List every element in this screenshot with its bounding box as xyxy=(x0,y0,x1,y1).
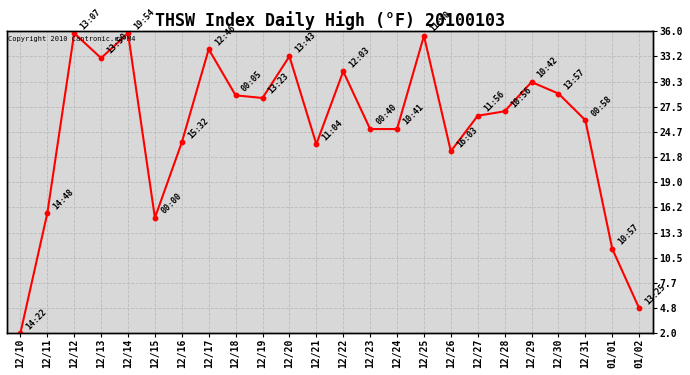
Point xyxy=(472,113,483,119)
Point xyxy=(176,140,187,146)
Point xyxy=(96,55,107,61)
Point xyxy=(391,126,402,132)
Point xyxy=(69,30,80,36)
Text: 00:58: 00:58 xyxy=(589,94,613,118)
Point xyxy=(445,148,456,154)
Point xyxy=(310,141,322,147)
Point xyxy=(553,91,564,97)
Text: 19:54: 19:54 xyxy=(132,7,156,31)
Point xyxy=(123,30,134,36)
Point xyxy=(499,108,510,114)
Text: 10:42: 10:42 xyxy=(535,56,560,80)
Text: 00:05: 00:05 xyxy=(240,69,264,93)
Text: 11:56: 11:56 xyxy=(482,90,506,114)
Text: 13:25: 13:25 xyxy=(643,282,667,306)
Text: 13:43: 13:43 xyxy=(293,30,317,54)
Text: 12:46: 12:46 xyxy=(213,23,237,47)
Point xyxy=(284,53,295,59)
Text: Copyright 2010 Cantronic.ca M4: Copyright 2010 Cantronic.ca M4 xyxy=(8,36,136,42)
Point xyxy=(203,46,214,52)
Text: 16:03: 16:03 xyxy=(455,125,479,149)
Text: 10:56: 10:56 xyxy=(509,85,533,109)
Point xyxy=(257,95,268,101)
Text: 13:23: 13:23 xyxy=(267,72,290,96)
Title: THSW Index Daily High (°F) 20100103: THSW Index Daily High (°F) 20100103 xyxy=(155,11,505,30)
Text: 11:04: 11:04 xyxy=(320,118,344,142)
Text: 00:40: 00:40 xyxy=(374,103,398,127)
Text: 10:57: 10:57 xyxy=(616,223,640,247)
Text: 14:48: 14:48 xyxy=(52,187,75,211)
Point xyxy=(15,330,26,336)
Text: 13:57: 13:57 xyxy=(562,68,586,92)
Text: 14:22: 14:22 xyxy=(25,307,48,331)
Point xyxy=(364,126,375,132)
Point xyxy=(42,210,53,216)
Point xyxy=(150,215,161,221)
Text: 11:40: 11:40 xyxy=(428,10,452,34)
Point xyxy=(607,246,618,252)
Text: 12:03: 12:03 xyxy=(347,45,371,69)
Text: 00:00: 00:00 xyxy=(159,192,183,216)
Point xyxy=(633,305,644,311)
Point xyxy=(337,68,348,74)
Point xyxy=(230,92,241,98)
Text: 13:50: 13:50 xyxy=(106,32,129,56)
Text: 13:07: 13:07 xyxy=(79,7,102,31)
Point xyxy=(418,33,429,39)
Point xyxy=(526,79,537,85)
Text: 10:41: 10:41 xyxy=(401,103,425,127)
Point xyxy=(580,117,591,123)
Text: 15:32: 15:32 xyxy=(186,116,210,140)
